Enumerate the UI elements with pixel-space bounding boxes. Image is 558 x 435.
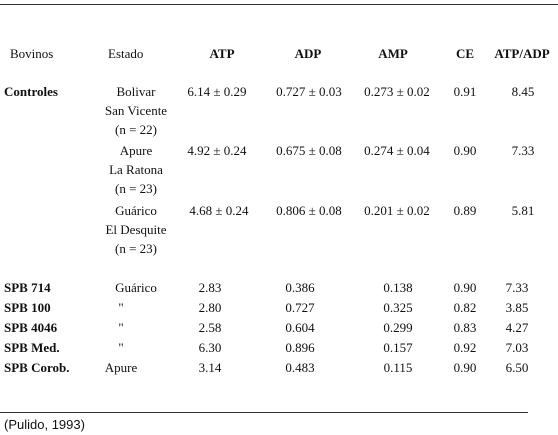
- control-2-amp: 0.274 ± 0.04: [364, 143, 430, 158]
- spb-4-adp: 0.896: [285, 340, 315, 355]
- control-2-atp: 4.92 ± 0.24: [187, 143, 247, 158]
- header-amp: AMP: [378, 46, 408, 61]
- spb-2-estado: ": [118, 300, 124, 315]
- spb-3-ratio: 4.27: [505, 320, 529, 335]
- spb-2-ce: 0.82: [453, 300, 477, 315]
- spb-3-atp: 2.58: [198, 320, 222, 335]
- spb-4-amp: 0.157: [383, 340, 413, 355]
- spb-5-adp: 0.483: [285, 360, 315, 375]
- spb-3-adp: 0.604: [285, 320, 315, 335]
- top-rule: [0, 4, 558, 5]
- header-bovinos: Bovinos: [10, 46, 54, 61]
- spb-1-ratio: 7.33: [505, 280, 529, 295]
- spb-1-estado: Guárico: [115, 280, 157, 295]
- spb-1-atp: 2.83: [198, 280, 222, 295]
- control-3-atp: 4.68 ± 0.24: [189, 203, 249, 218]
- control-3-estado-line2: El Desquite: [105, 222, 167, 237]
- controles-label: Controles: [4, 84, 58, 99]
- spb-2-ratio: 3.85: [505, 300, 529, 315]
- spb-3-name: SPB 4046: [4, 320, 58, 335]
- spb-4-ratio: 7.03: [505, 340, 529, 355]
- spb-5-name: SPB Corob.: [4, 360, 70, 375]
- spb-2-atp: 2.80: [198, 300, 222, 315]
- control-2-ratio: 7.33: [511, 143, 535, 158]
- spb-3-estado: ": [118, 320, 124, 335]
- spb-1-amp: 0.138: [383, 280, 413, 295]
- header-estado: Estado: [108, 46, 144, 61]
- bottom-rule: [0, 412, 528, 413]
- spb-5-atp: 3.14: [198, 360, 222, 375]
- header-atp-adp: ATP/ADP: [494, 46, 550, 61]
- control-2-estado-line1: Apure: [119, 143, 153, 158]
- control-1-adp: 0.727 ± 0.03: [276, 84, 342, 99]
- control-3-estado-line3: (n = 23): [115, 241, 157, 256]
- spb-5-amp: 0.115: [383, 360, 413, 375]
- header-atp: ATP: [209, 46, 235, 61]
- spb-5-estado: Apure: [104, 360, 138, 375]
- control-1-ratio: 8.45: [511, 84, 535, 99]
- control-1-amp: 0.273 ± 0.02: [364, 84, 430, 99]
- control-1-ce: 0.91: [453, 84, 477, 99]
- header-adp: ADP: [294, 46, 322, 61]
- control-2-ce: 0.90: [453, 143, 477, 158]
- source-note: (Pulido, 1993): [4, 417, 85, 432]
- control-2-adp: 0.675 ± 0.08: [276, 143, 342, 158]
- control-1-atp: 6.14 ± 0.29: [187, 84, 247, 99]
- spb-5-ratio: 6.50: [505, 360, 529, 375]
- header-ce: CE: [455, 46, 475, 61]
- spb-5-ce: 0.90: [453, 360, 477, 375]
- spb-4-name: SPB Med.: [4, 340, 60, 355]
- spb-1-ce: 0.90: [453, 280, 477, 295]
- spb-4-ce: 0.92: [453, 340, 477, 355]
- spb-3-ce: 0.83: [453, 320, 477, 335]
- spb-2-amp: 0.325: [383, 300, 413, 315]
- spb-3-amp: 0.299: [383, 320, 413, 335]
- control-1-estado-line1: Bolivar: [116, 84, 156, 99]
- spb-2-name: SPB 100: [4, 300, 51, 315]
- control-3-estado-line1: Guárico: [115, 203, 157, 218]
- control-2-estado-line2: La Ratona: [109, 162, 163, 177]
- spb-1-adp: 0.386: [285, 280, 315, 295]
- control-3-amp: 0.201 ± 0.02: [364, 203, 430, 218]
- spb-2-adp: 0.727: [285, 300, 315, 315]
- control-2-estado-line3: (n = 23): [115, 181, 157, 196]
- control-3-ratio: 5.81: [511, 203, 535, 218]
- spb-4-atp: 6.30: [198, 340, 222, 355]
- control-3-ce: 0.89: [453, 203, 477, 218]
- spb-1-name: SPB 714: [4, 280, 51, 295]
- control-1-estado-line3: (n = 22): [115, 122, 157, 137]
- control-1-estado-line2: San Vicente: [104, 103, 168, 118]
- spb-4-estado: ": [118, 340, 124, 355]
- control-3-adp: 0.806 ± 0.08: [276, 203, 342, 218]
